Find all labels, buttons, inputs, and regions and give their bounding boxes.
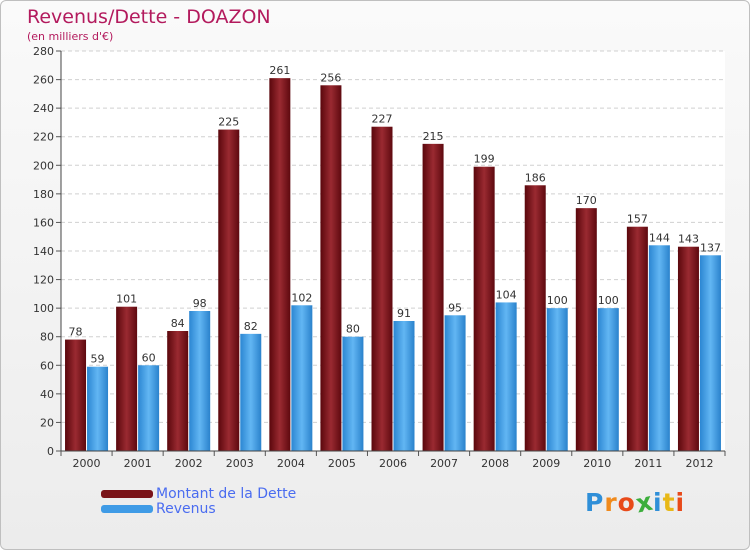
- bar-dette: [626, 226, 648, 451]
- bar-dette: [677, 246, 699, 451]
- axes: 0 20 40 60 80 100 120 140 160 180 200 220 240 260 280 2…: [33, 45, 726, 470]
- legend-label-dette: Montant de la Dette: [156, 486, 297, 502]
- y-tick-label: 20: [40, 416, 54, 429]
- data-label: 104: [496, 288, 517, 301]
- bar-dette: [320, 85, 342, 452]
- logo-letter: P: [585, 488, 605, 517]
- data-label: 137: [700, 241, 721, 254]
- x-tick-label: 2004: [277, 457, 305, 470]
- legend-label-revenus: Revenus: [156, 501, 216, 517]
- bar-dette: [422, 143, 444, 451]
- y-tick-label: 60: [40, 359, 54, 372]
- bar-revenus: [699, 255, 721, 451]
- data-label: 157: [627, 213, 648, 226]
- logo-letter: i: [675, 488, 686, 517]
- bar-revenus: [240, 333, 262, 451]
- y-tick-label: 260: [33, 74, 54, 87]
- data-label: 91: [397, 307, 411, 320]
- legend-swatch-revenus: [101, 505, 153, 513]
- data-label: 101: [116, 293, 137, 306]
- x-tick-label: 2007: [430, 457, 458, 470]
- x-tick-label: 2012: [685, 457, 713, 470]
- data-label: 227: [372, 113, 393, 126]
- bar-revenus: [342, 336, 364, 451]
- bars: 78 59 101 60 84 98 225 82 261 102 256 80 227 91 215 95 1…: [65, 64, 721, 452]
- data-label: 199: [474, 153, 495, 166]
- chart-subtitle: (en milliers d'€): [27, 30, 114, 43]
- bar-revenus: [393, 321, 415, 451]
- data-label: 100: [547, 294, 568, 307]
- x-tick-label: 2008: [481, 457, 509, 470]
- data-label: 59: [91, 353, 105, 366]
- data-label: 78: [69, 326, 83, 339]
- data-label: 186: [525, 171, 546, 184]
- bar-dette: [473, 166, 495, 451]
- y-tick-label: 200: [33, 159, 54, 172]
- data-label: 225: [218, 116, 239, 129]
- legend-swatch-dette: [101, 490, 153, 498]
- logo-letter: o: [617, 488, 636, 517]
- data-label: 261: [269, 64, 290, 77]
- data-label: 215: [423, 130, 444, 143]
- logo-letter: t: [662, 488, 676, 517]
- data-label: 144: [649, 231, 670, 244]
- bar-dette: [371, 126, 393, 451]
- data-label: 60: [142, 351, 156, 364]
- bar-revenus: [495, 302, 517, 451]
- data-label: 82: [244, 320, 258, 333]
- chart-title: Revenus/Dette - DOAZON: [27, 6, 271, 28]
- data-label: 84: [171, 317, 185, 330]
- x-tick-label: 2005: [328, 457, 356, 470]
- gridlines: [61, 50, 725, 423]
- bar-dette: [218, 129, 240, 452]
- bar-revenus: [444, 315, 466, 451]
- y-tick-label: 120: [33, 274, 54, 287]
- bar-dette: [167, 331, 189, 451]
- data-label: 143: [678, 233, 699, 246]
- y-tick-label: 40: [40, 388, 54, 401]
- data-label: 256: [320, 71, 341, 84]
- data-label: 102: [291, 291, 312, 304]
- x-tick-label: 2010: [583, 457, 611, 470]
- data-label: 170: [576, 194, 597, 207]
- bar-dette: [524, 185, 546, 452]
- bar-revenus: [138, 365, 160, 451]
- bar-revenus: [648, 245, 670, 451]
- bar-dette: [65, 339, 87, 451]
- x-tick-label: 2000: [73, 457, 101, 470]
- logo-letter: r: [604, 488, 618, 517]
- bar-revenus: [546, 308, 568, 451]
- y-tick-label: 180: [33, 188, 54, 201]
- bar-dette: [116, 306, 138, 451]
- bar-revenus: [291, 305, 313, 451]
- x-tick-label: 2006: [379, 457, 407, 470]
- y-tick-label: 100: [33, 302, 54, 315]
- y-tick-label: 140: [33, 245, 54, 258]
- x-tick-label: 2009: [532, 457, 560, 470]
- y-tick-label: 80: [40, 331, 54, 344]
- bar-revenus: [597, 308, 619, 451]
- x-tick-label: 2001: [124, 457, 152, 470]
- x-tick-label: 2002: [175, 457, 203, 470]
- bar-dette: [575, 208, 597, 451]
- bar-revenus: [189, 311, 211, 451]
- y-tick-label: 220: [33, 131, 54, 144]
- y-tick-label: 0: [47, 445, 54, 458]
- y-tick-label: 160: [33, 216, 54, 229]
- data-label: 98: [193, 297, 207, 310]
- proxiti-logo: Proxiti: [585, 487, 686, 519]
- data-label: 80: [346, 323, 360, 336]
- data-label: 100: [598, 294, 619, 307]
- data-label: 95: [448, 301, 462, 314]
- bar-dette: [269, 78, 291, 452]
- y-tick-label: 240: [33, 102, 54, 115]
- x-tick-label: 2011: [634, 457, 662, 470]
- bar-revenus: [87, 366, 109, 451]
- y-tick-label: 280: [33, 45, 54, 58]
- x-tick-label: 2003: [226, 457, 254, 470]
- logo-letter: i: [653, 488, 663, 517]
